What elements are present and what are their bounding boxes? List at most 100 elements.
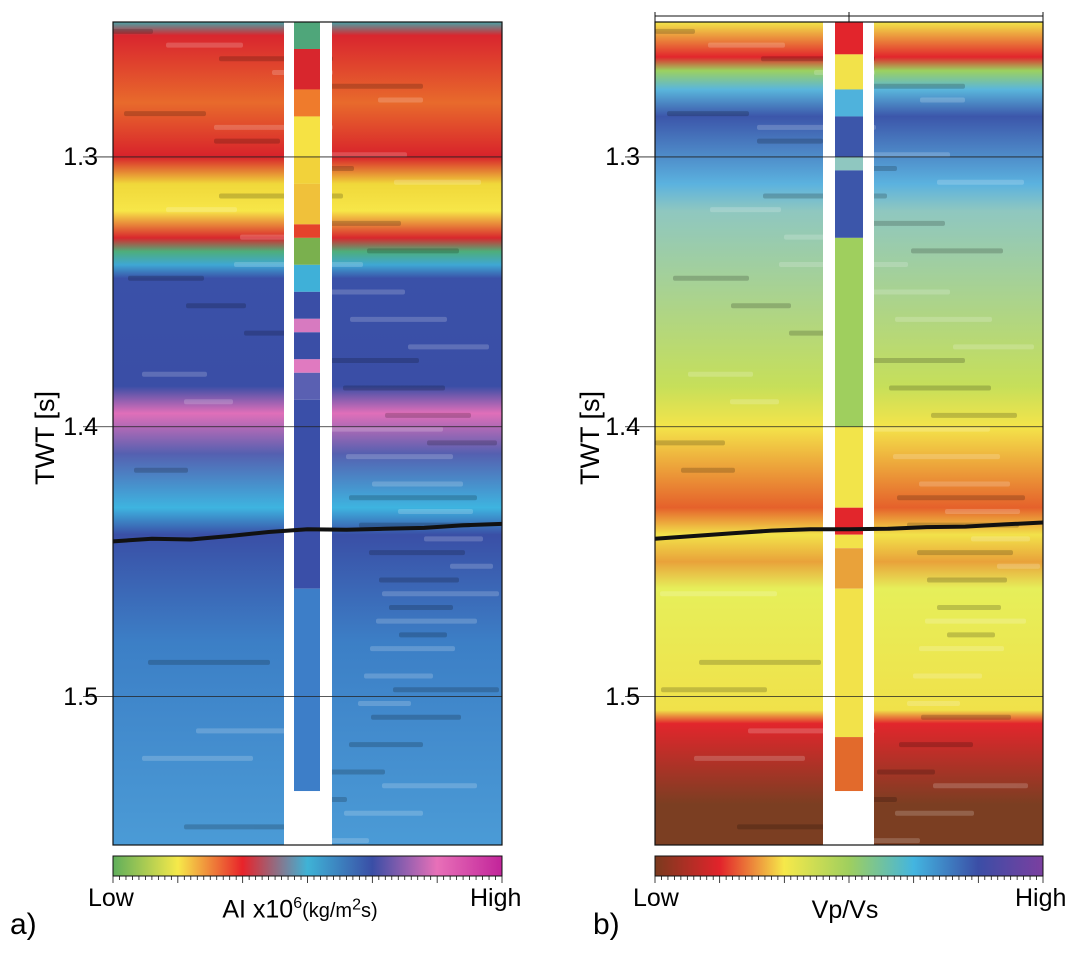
well-log-segment (835, 426, 863, 508)
y-tick-label: 1.3 (63, 142, 98, 171)
heatmap-texture-band (376, 618, 477, 624)
heatmap-texture-band (919, 481, 1010, 487)
heatmap-texture-band (350, 316, 447, 322)
horizon-line (112, 521, 503, 544)
heatmap-texture-band (184, 824, 300, 830)
heatmap-texture-band (134, 467, 188, 473)
heatmap-texture-band (889, 385, 991, 391)
heatmap-texture-band (694, 755, 805, 761)
heatmap-texture-band (907, 700, 960, 706)
heatmap-texture-band (945, 508, 1020, 514)
colorbar (112, 855, 503, 877)
heatmap-texture-band (424, 536, 483, 542)
heatmap-vpvs (625, 12, 1044, 883)
colorbar-high-label: High (470, 884, 522, 912)
heatmap-texture-band (731, 303, 791, 309)
heatmap-texture-band (899, 742, 973, 748)
heatmap-texture-band (344, 810, 423, 816)
heatmap-texture-band (847, 358, 965, 364)
heatmap-texture-band (142, 371, 207, 377)
heatmap-texture-band (349, 742, 423, 748)
heatmap-ai (83, 21, 503, 883)
heatmap-texture-band (382, 783, 477, 789)
heatmap-texture-band (655, 28, 695, 34)
panel-label: b) (593, 908, 620, 941)
y-tick-label: 1.4 (605, 412, 640, 441)
horizon-line (654, 520, 1044, 541)
heatmap-texture-band (186, 303, 246, 309)
heatmap-texture-band (370, 646, 455, 652)
heatmap-texture-band (240, 234, 295, 240)
heatmap-texture-band (893, 454, 1000, 460)
heatmap-texture-band (372, 481, 463, 487)
heatmap-texture-band (166, 207, 237, 213)
plot-frame (112, 21, 503, 846)
heatmap-texture-band (427, 440, 497, 446)
heatmap-texture-band (358, 700, 411, 706)
heatmap-texture-band (673, 275, 749, 281)
y-tick-label: 1.3 (605, 142, 640, 171)
well-log-segment (294, 48, 320, 90)
heatmap-texture-band (789, 330, 833, 336)
well-log-segment (835, 156, 863, 171)
well-log-segment (294, 332, 320, 360)
heatmap-texture-band (997, 563, 1040, 569)
heatmap-texture-band (971, 536, 1030, 542)
well-log-segment (294, 359, 320, 373)
colorbar-title-unit: (kg/m2s) (302, 897, 378, 922)
heatmap-texture-band (947, 632, 995, 638)
heatmap-texture-band (937, 604, 1001, 610)
heatmap-texture-band (911, 248, 1003, 254)
heatmap-texture-band (895, 316, 992, 322)
well-log-segment (294, 156, 320, 184)
heatmap-texture-band (378, 97, 423, 103)
heatmap-texture-band (113, 28, 153, 34)
heatmap-texture-band (708, 42, 785, 48)
heatmap-texture-band (927, 577, 1007, 583)
heatmap-texture-band (364, 673, 433, 679)
y-tick-label: 1.5 (63, 682, 98, 711)
well-log-segment (835, 737, 863, 792)
heatmap-texture-band (394, 179, 481, 185)
well-log-segment (294, 264, 320, 292)
heatmap-texture-band (920, 97, 965, 103)
heatmap-texture-band (166, 42, 243, 48)
heatmap-texture-band (933, 783, 1028, 789)
heatmap-texture-band (661, 687, 767, 693)
heatmap-texture-band (148, 659, 270, 665)
heatmap-texture-band (382, 591, 499, 597)
heatmap-texture-band (925, 618, 1026, 624)
well-log-segment (835, 237, 863, 427)
heatmap-texture-band (327, 769, 385, 775)
colorbar (654, 855, 1044, 877)
heatmap-texture-band (710, 207, 781, 213)
well-log-segment (835, 588, 863, 738)
colorbar-low-label: Low (88, 884, 134, 912)
heatmap-texture-band (399, 632, 447, 638)
y-tick-label: 1.4 (63, 412, 98, 441)
heatmap-texture-band (184, 399, 233, 405)
y-tick-label: 1.5 (605, 682, 640, 711)
heatmap-texture-band (142, 755, 253, 761)
heatmap-texture-band (730, 399, 779, 405)
well-log-segment (835, 116, 863, 157)
colorbar-title: Vp/Vs (811, 896, 879, 924)
heatmap-texture-band (320, 426, 443, 432)
heatmap-texture-band (917, 550, 1013, 556)
well-log-segment (294, 22, 320, 49)
well-log-segment (835, 54, 863, 90)
well-log-segment (294, 224, 320, 238)
heatmap-texture-band (244, 330, 288, 336)
well-log-segment (835, 534, 863, 549)
heatmap-texture-band (757, 138, 823, 144)
heatmap-texture-band (379, 577, 459, 583)
heatmap-texture (113, 28, 499, 844)
heatmap-texture-band (393, 687, 499, 693)
well-log-segment (835, 548, 863, 589)
heatmap-texture-band (408, 344, 489, 350)
well-log-segment (835, 170, 863, 238)
well-log-segment (294, 237, 320, 265)
heatmap-texture-band (660, 591, 777, 597)
heatmap-texture-band (369, 550, 465, 556)
heatmap-texture-band (385, 412, 471, 418)
